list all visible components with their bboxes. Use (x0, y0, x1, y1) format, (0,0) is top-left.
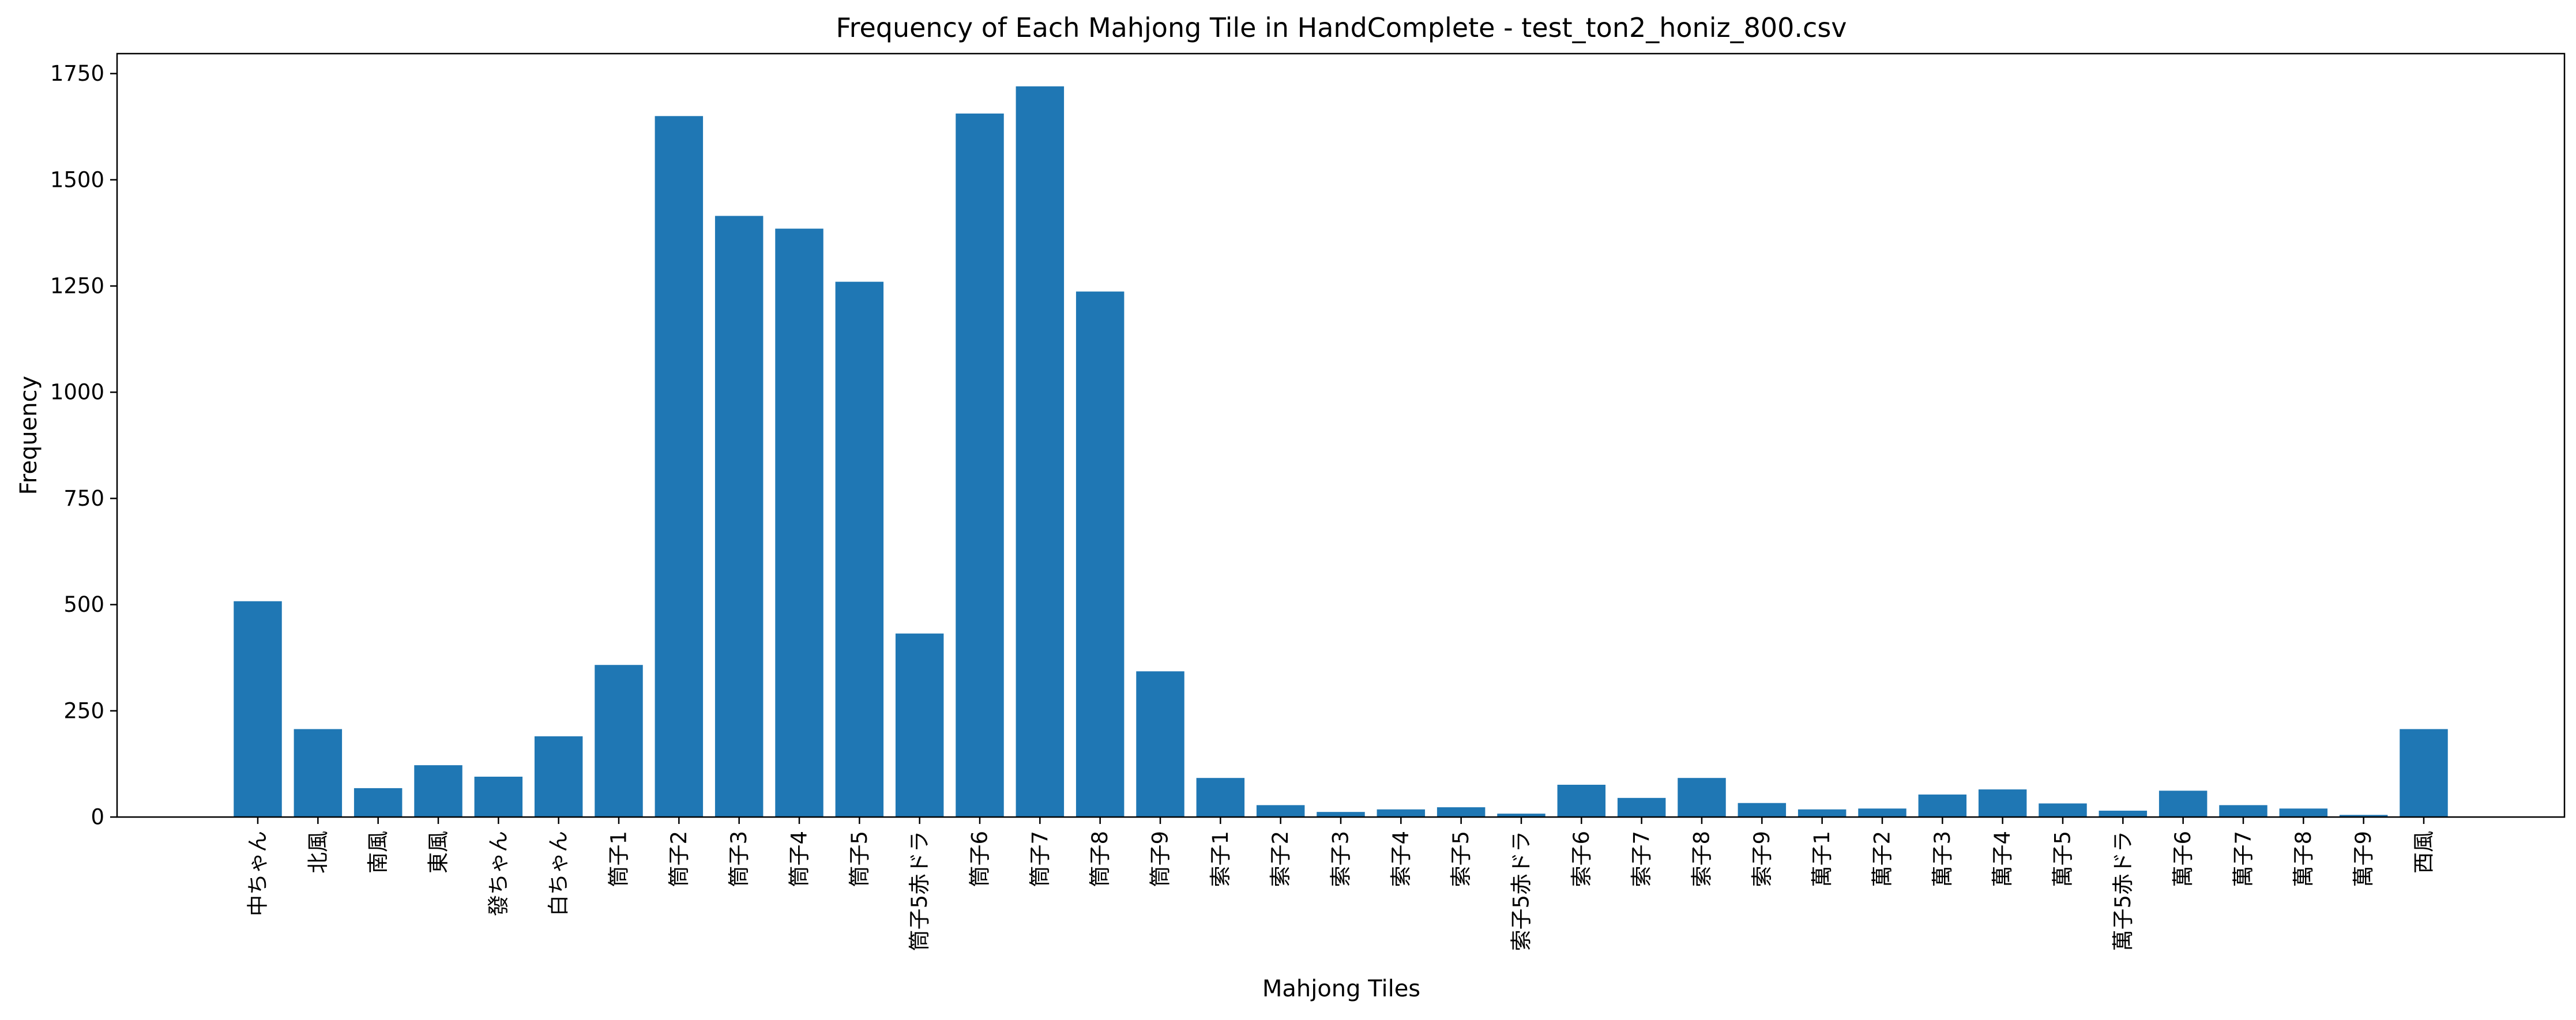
x-tick-label: 筒子5 (847, 831, 872, 887)
bar (2219, 805, 2267, 817)
x-tick-label: 萬子6 (2171, 831, 2195, 887)
bar (2339, 815, 2388, 817)
bar (1075, 291, 1125, 818)
x-tick-label: 筒子6 (968, 831, 992, 887)
bar (655, 116, 704, 817)
bar (775, 228, 823, 817)
bar (234, 601, 282, 817)
plot-frame (116, 52, 2566, 818)
bar (354, 788, 403, 817)
x-tick-label: 筒子1 (607, 831, 631, 887)
x-tick-label: 索子1 (1208, 831, 1233, 887)
x-tick-label: 索子3 (1329, 831, 1353, 887)
x-tick-label: 中ちゃん (246, 831, 270, 916)
x-tick-label: 白ちゃん (546, 831, 571, 916)
x-tick-label: 筒子8 (1088, 831, 1112, 887)
bar (1317, 812, 1365, 817)
bar (1436, 807, 1486, 817)
x-tick-label: 筒子3 (727, 831, 751, 887)
bar (1256, 805, 1305, 817)
bar (1377, 809, 1426, 817)
x-tick-label: 筒子9 (1148, 831, 1173, 887)
x-tick-label: 索子5赤ドラ (1509, 831, 1534, 951)
x-tick-label: 萬子2 (1870, 831, 1895, 887)
x-tick-label: 北風 (306, 831, 330, 874)
bar (414, 765, 462, 817)
x-tick-label: 萬子8 (2291, 831, 2316, 887)
y-tick-label: 500 (63, 592, 104, 617)
bar (595, 665, 643, 817)
bar (1136, 671, 1184, 817)
bars-group (234, 86, 2448, 818)
x-tick-label: 筒子4 (787, 831, 812, 887)
bar (1858, 808, 1906, 817)
x-tick-label: 索子7 (1629, 831, 1654, 887)
y-tick-label: 0 (91, 805, 104, 830)
bar (835, 281, 884, 817)
bar (474, 777, 523, 817)
y-tick-label: 750 (63, 486, 104, 511)
x-tick-label: 發ちゃん (486, 831, 511, 916)
x-tick-label: 索子9 (1750, 831, 1774, 887)
bar (1497, 814, 1545, 817)
bar (1797, 809, 1847, 817)
x-tick-label: 索子8 (1690, 831, 1714, 887)
bar (2099, 810, 2148, 817)
y-tick-label: 1250 (50, 274, 104, 299)
bar (956, 113, 1004, 817)
x-tick-label: 筒子2 (667, 831, 691, 887)
x-tick-label: 筒子7 (1028, 831, 1052, 887)
x-tick-label: 索子6 (1569, 831, 1594, 887)
bar (895, 633, 944, 817)
chart-title: Frequency of Each Mahjong Tile in HandCo… (836, 12, 1847, 43)
bar (1617, 797, 1666, 817)
y-tick-label: 1750 (50, 61, 104, 86)
bar (1918, 794, 1967, 817)
x-tick-label: 萬子9 (2351, 831, 2376, 887)
x-tick-label: 萬子5 (2051, 831, 2075, 887)
x-tick-label: 東風 (426, 831, 451, 874)
x-tick-label: 筒子5赤ドラ (907, 831, 932, 951)
bar (1016, 86, 1065, 818)
x-tick-label: 萬子3 (1930, 831, 1955, 887)
y-axis-ticks: 0 250 500 750 1000 1250 1500 1750 (50, 61, 117, 830)
bar (714, 216, 764, 818)
bar (1196, 778, 1245, 817)
bar (2279, 808, 2328, 817)
x-tick-label: 索子4 (1389, 831, 1413, 887)
bar (534, 736, 583, 817)
x-tick-label: 萬子1 (1810, 831, 1834, 887)
bar (1678, 778, 1726, 817)
bar (2158, 791, 2208, 817)
y-tick-label: 1500 (50, 167, 104, 192)
x-tick-label: 萬子7 (2231, 831, 2256, 887)
x-tick-label: 南風 (366, 831, 390, 874)
bar (2039, 803, 2087, 817)
y-tick-label: 250 (63, 698, 104, 723)
x-tick-label: 萬子5赤ドラ (2111, 831, 2135, 951)
x-axis-ticks: 中ちゃん 北風 南風 東風 發ちゃん 白ちゃん 筒子1 筒子2 筒子3 筒子4 筒子5 筒子5赤ドラ 筒… (246, 817, 2436, 951)
bar (1557, 785, 1606, 817)
x-tick-label: 西風 (2412, 831, 2436, 874)
x-tick-label: 萬子4 (1990, 831, 2015, 887)
bar (1738, 803, 1787, 817)
x-axis-label: Mahjong Tiles (1262, 976, 1420, 1002)
bar (294, 729, 343, 817)
x-tick-label: 索子5 (1449, 831, 1473, 887)
bar (1978, 789, 2027, 817)
y-axis-label: Frequency (16, 376, 42, 495)
x-tick-label: 索子2 (1268, 831, 1293, 887)
y-tick-label: 1000 (50, 380, 104, 405)
bar (2400, 729, 2448, 817)
